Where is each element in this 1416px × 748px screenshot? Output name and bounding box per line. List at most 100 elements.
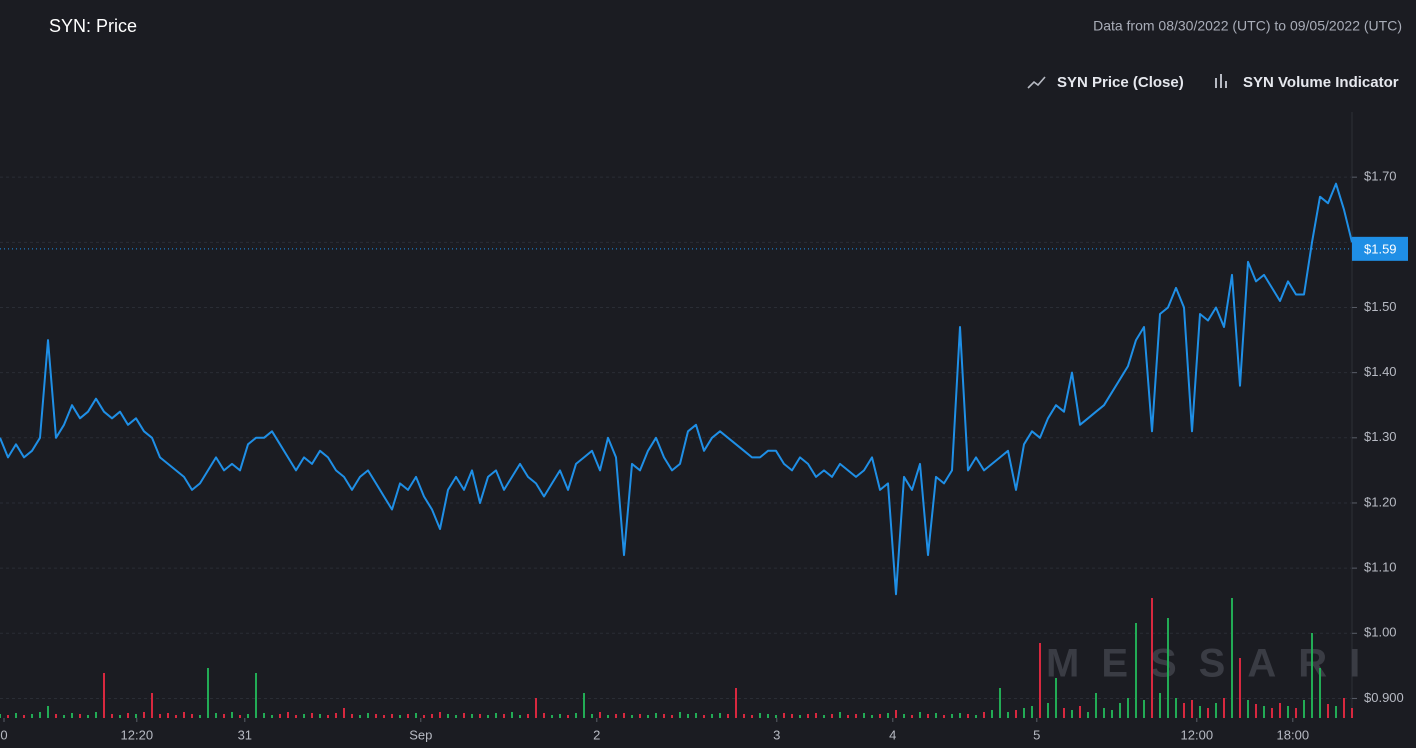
volume-bar <box>895 710 897 718</box>
volume-bar <box>703 715 705 718</box>
volume-bar <box>15 713 17 718</box>
volume-bar <box>687 714 689 718</box>
volume-bar <box>919 712 921 718</box>
volume-bar <box>503 714 505 718</box>
volume-bar <box>447 714 449 718</box>
volume-bar <box>759 713 761 718</box>
volume-bar <box>71 713 73 718</box>
volume-bar <box>647 715 649 718</box>
volume-bar <box>591 714 593 718</box>
volume-bar <box>679 712 681 718</box>
volume-bar <box>87 715 89 718</box>
volume-bar <box>983 712 985 718</box>
volume-bar <box>575 713 577 718</box>
volume-bar <box>1303 700 1305 718</box>
volume-bar <box>1175 698 1177 718</box>
volume-bar <box>303 714 305 718</box>
x-tick-label: 3 <box>773 727 780 742</box>
volume-bar <box>1247 700 1249 718</box>
volume-bar <box>231 712 233 718</box>
x-tick-label: 12:00 <box>1181 727 1214 742</box>
volume-bar <box>599 712 601 718</box>
volume-bar <box>407 714 409 718</box>
volume-bar <box>111 714 113 718</box>
y-tick-label: $1.10 <box>1364 560 1397 575</box>
volume-bar <box>1279 703 1281 718</box>
x-tick-label: 0 <box>0 727 7 742</box>
grid <box>0 176 1357 722</box>
volume-bar <box>791 714 793 718</box>
volume-bar <box>719 713 721 718</box>
volume-bar <box>1095 693 1097 718</box>
volume-bar <box>527 714 529 718</box>
volume-bar <box>991 710 993 718</box>
volume-bar <box>671 715 673 718</box>
volume-bar <box>711 714 713 718</box>
volume-bar <box>1087 712 1089 718</box>
volume-bar <box>831 714 833 718</box>
volume-bar <box>1015 710 1017 718</box>
volume-bar <box>1263 706 1265 718</box>
volume-bar <box>183 712 185 718</box>
volume-bar <box>287 712 289 718</box>
volume-bar <box>1023 708 1025 718</box>
legend-label[interactable]: SYN Price (Close) <box>1057 74 1184 91</box>
legend-label[interactable]: SYN Volume Indicator <box>1243 74 1399 91</box>
legend-icon-bar <box>1215 78 1217 88</box>
volume-bar <box>823 715 825 718</box>
volume-bar <box>615 714 617 718</box>
volume-bar <box>1287 706 1289 718</box>
volume-bar <box>735 688 737 718</box>
volume-bar <box>159 714 161 718</box>
volume-bar <box>967 714 969 718</box>
volume-bar <box>631 715 633 718</box>
volume-bar <box>927 714 929 718</box>
volume-bar <box>535 698 537 718</box>
volume-bar <box>151 693 153 718</box>
volume-bar <box>655 713 657 718</box>
volume-bar <box>127 713 129 718</box>
volume-bar <box>431 714 433 718</box>
volume-bar <box>695 713 697 718</box>
volume-bar <box>47 706 49 718</box>
volume-bar <box>63 715 65 718</box>
volume-bar <box>775 715 777 718</box>
volume-bar <box>1319 668 1321 718</box>
volume-bar <box>295 715 297 718</box>
volume-bar <box>1119 703 1121 718</box>
legend: SYN Price (Close) SYN Volume Indicator <box>1027 74 1399 91</box>
volume-bar <box>1143 700 1145 718</box>
y-tick-label: $1.00 <box>1364 625 1397 640</box>
legend-icon-line <box>1027 76 1046 89</box>
x-tick-label: 18:00 <box>1277 727 1310 742</box>
volume-bar <box>999 688 1001 718</box>
volume-bar <box>103 673 105 718</box>
volume-bar <box>1127 698 1129 718</box>
plot: $1.59 <box>0 182 1408 596</box>
volume-bar <box>1199 706 1201 718</box>
volume-bar <box>167 713 169 718</box>
volume-bar <box>191 714 193 718</box>
watermark: MESSARI <box>1046 642 1382 686</box>
volume-bar <box>7 715 9 718</box>
volume-bar <box>423 715 425 718</box>
legend-icon-bar <box>1220 74 1222 88</box>
volume-bar <box>903 714 905 718</box>
volume-bar <box>839 712 841 718</box>
volume-bar <box>359 715 361 718</box>
volume-bar <box>399 715 401 718</box>
volume-bar <box>367 713 369 718</box>
volume-bar <box>1103 708 1105 718</box>
volume-bar <box>567 715 569 718</box>
volume-bar <box>663 714 665 718</box>
volume-bar <box>607 715 609 718</box>
volume-bar <box>783 713 785 718</box>
volume-bar <box>1351 708 1353 718</box>
volume-bar <box>239 715 241 718</box>
volume-bar <box>767 714 769 718</box>
y-tick-label: $0.900 <box>1364 690 1404 705</box>
volume-bar <box>207 668 209 718</box>
volume-bar <box>1327 704 1329 718</box>
